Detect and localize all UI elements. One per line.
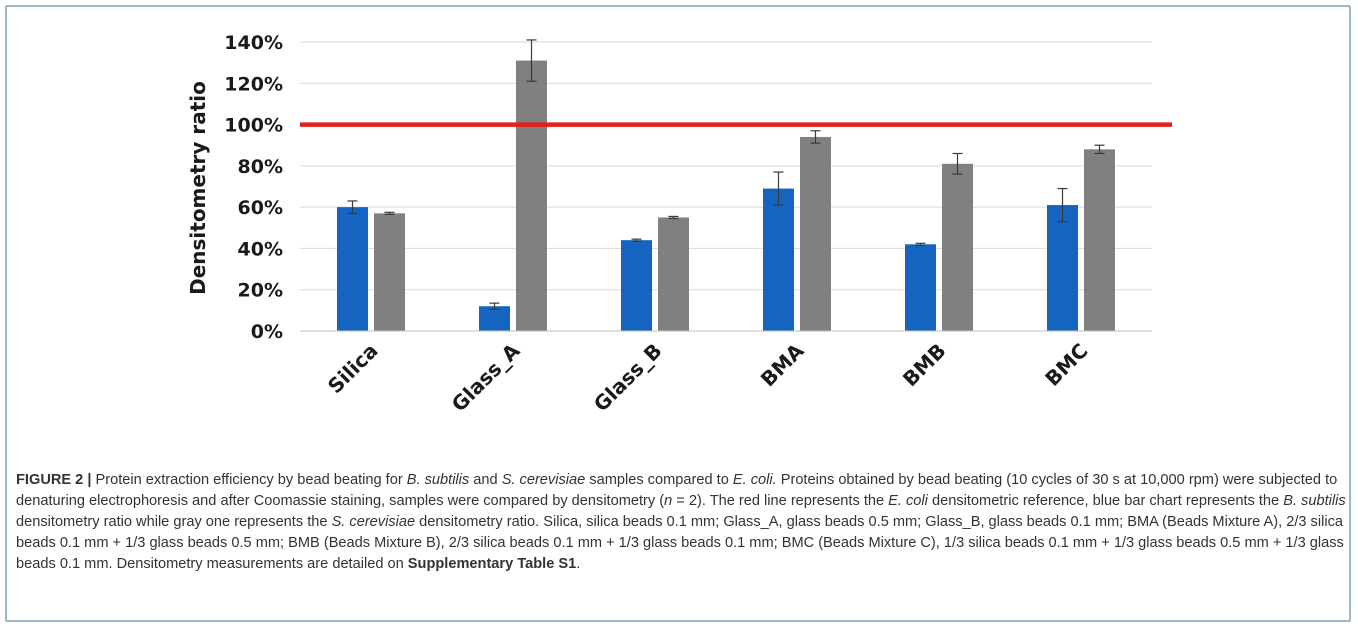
bar xyxy=(374,213,405,331)
y-tick-label: 40% xyxy=(238,238,283,260)
caption-segment: samples compared to xyxy=(585,472,733,488)
caption-segment: S. cerevisiae xyxy=(331,514,416,530)
bar xyxy=(1047,205,1078,331)
y-tick-label: 100% xyxy=(224,115,283,137)
caption-segment: Proteins obtained by bead beating (10 cy… xyxy=(16,472,1338,509)
bar xyxy=(621,240,652,331)
x-tick-label: Glass_B xyxy=(589,339,667,417)
caption-segment: B. subtilis xyxy=(406,472,470,488)
caption-segment: Protein extraction efficiency by bead be… xyxy=(91,472,407,488)
y-tick-label: 120% xyxy=(224,73,283,95)
y-tick-label: 60% xyxy=(238,197,283,219)
caption-segment: B. subtilis xyxy=(1283,493,1346,509)
bar xyxy=(800,136,831,331)
caption-segment: Supplementary Table S1 xyxy=(407,556,577,572)
figure-label: FIGURE 2 | xyxy=(16,472,92,488)
caption-text: Protein extraction efficiency by bead be… xyxy=(16,472,1346,572)
caption-segment: densitometric reference, blue bar chart … xyxy=(927,493,1284,509)
bar xyxy=(1084,149,1115,331)
x-tick-label: Glass_A xyxy=(447,338,525,416)
y-tick-label: 80% xyxy=(238,156,283,178)
caption-segment: E. coli. xyxy=(732,472,777,488)
bar xyxy=(905,244,936,331)
x-tick-label: BMA xyxy=(756,338,809,391)
bar xyxy=(479,306,510,331)
caption-segment: . xyxy=(576,556,581,572)
caption-segment: E. coli xyxy=(888,493,928,509)
caption-segment: and xyxy=(469,472,502,488)
y-tick-label: 140% xyxy=(224,32,283,54)
bar xyxy=(516,60,547,331)
figure-frame xyxy=(5,5,1351,622)
caption-segment: S. cerevisiae xyxy=(501,472,586,488)
bar-chart: 0% 20% 40% 60% 80% 100% 120% 140% Densitometry r… xyxy=(186,32,1172,417)
bar xyxy=(337,207,368,331)
caption-segment: densitometry ratio. Silica, silica beads… xyxy=(16,514,1344,572)
caption-segment: n xyxy=(664,493,673,509)
bar xyxy=(763,188,794,331)
bar xyxy=(942,163,973,331)
bar xyxy=(658,217,689,331)
x-tick-label: BMC xyxy=(1040,339,1092,391)
y-tick-label: 0% xyxy=(251,321,283,343)
y-tick-label: 20% xyxy=(238,280,283,302)
caption-segment: = 2). The red line represents the xyxy=(672,493,889,509)
x-tick-label: BMB xyxy=(898,339,951,392)
caption-segment: densitometry ratio while gray one repres… xyxy=(16,514,332,530)
x-tick-label: Silica xyxy=(323,339,383,399)
y-axis-label: Densitometry ratio xyxy=(186,81,210,295)
figure-caption: FIGURE 2 | Protein extraction efficiency… xyxy=(16,470,1346,575)
